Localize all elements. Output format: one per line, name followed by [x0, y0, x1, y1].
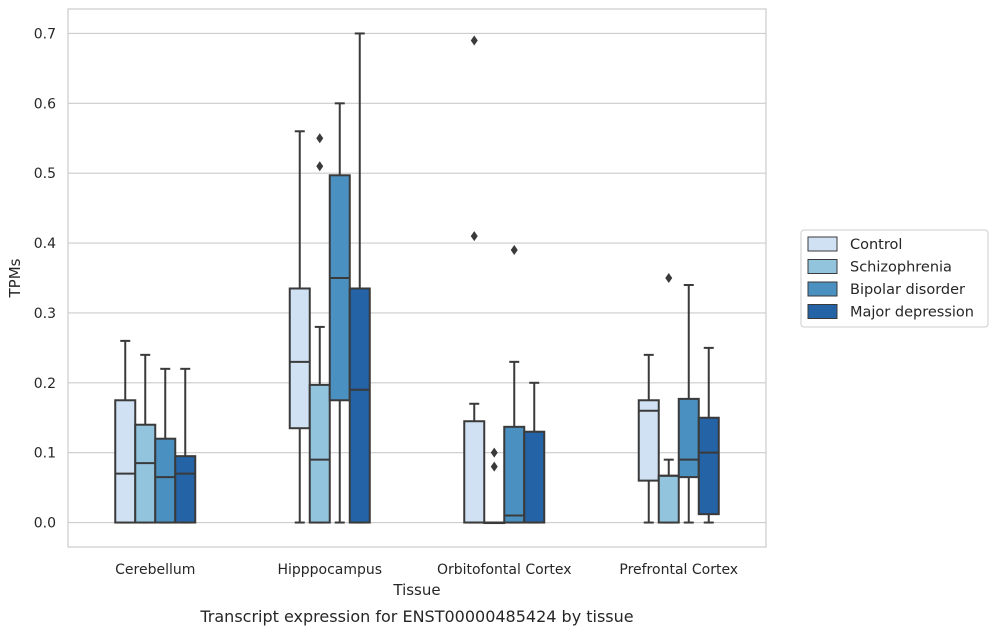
box-2-2: [503, 245, 526, 524]
box-3-1: [348, 32, 371, 524]
box-1-2: [483, 447, 506, 525]
box-2-3: [677, 283, 700, 524]
y-tick-label: 0.0: [34, 516, 56, 532]
y-tick-labels: 0.0 0.1 0.2 0.3 0.4 0.5 0.6 0.7: [34, 26, 56, 531]
box-1-3: [657, 273, 680, 524]
legend-frame: [800, 229, 989, 328]
box-3-2: [523, 381, 546, 524]
box-rect: [677, 397, 700, 479]
box-rect: [463, 420, 486, 524]
y-tick-label: 0.7: [34, 26, 56, 42]
outlier-marker: [470, 231, 478, 242]
y-axis-label: TPMs: [6, 258, 24, 298]
y-tick-label: 0.5: [34, 166, 56, 182]
x-tick-label: Orbitofontal Cortex: [437, 562, 572, 578]
box-rect: [288, 287, 311, 430]
box-rect: [503, 425, 526, 524]
box-2-1: [328, 102, 351, 524]
box-rect: [637, 399, 660, 482]
legend: Control Schizophrenia Bipolar disorder Majo…: [800, 229, 989, 328]
box-1-1: [308, 133, 331, 524]
outlier-marker: [490, 447, 498, 458]
box-rect: [134, 423, 157, 524]
box-rect: [154, 437, 177, 524]
box-0-2: [463, 35, 486, 524]
chart-caption: Transcript expression for ENST0000048542…: [199, 607, 633, 626]
x-tick-label: Hipppocampus: [277, 562, 382, 578]
boxes: [114, 32, 720, 525]
box-2-0: [154, 367, 177, 524]
y-tick-label: 0.6: [34, 96, 56, 112]
outlier-marker: [510, 245, 518, 256]
plot-area-frame: [67, 8, 767, 548]
box-rect: [697, 416, 720, 516]
box-0-3: [637, 353, 660, 524]
outlier-marker: [316, 161, 324, 172]
legend-label: Control: [850, 237, 902, 253]
y-tick-label: 0.3: [34, 306, 56, 322]
legend-label: Bipolar disorder: [850, 282, 965, 298]
box-rect: [328, 174, 351, 402]
box-rect: [174, 455, 197, 524]
legend-swatch: [807, 259, 838, 274]
box-3-0: [174, 367, 197, 524]
y-tick-label: 0.1: [34, 446, 56, 462]
legend-swatch: [807, 304, 838, 319]
outlier-marker: [316, 133, 324, 144]
outlier-marker: [470, 35, 478, 46]
box-rect: [657, 474, 680, 524]
x-tick-label: Cerebellum: [115, 562, 195, 578]
outlier-marker: [665, 273, 673, 283]
x-tick-label: Prefrontal Cortex: [619, 562, 738, 578]
legend-entries: Control Schizophrenia Bipolar disorder Majo…: [807, 236, 974, 321]
box-rect: [348, 287, 371, 524]
legend-label: Major depression: [850, 305, 974, 321]
box-rect: [308, 383, 331, 524]
box-0-1: [288, 130, 311, 524]
box-3-3: [697, 346, 720, 524]
box-1-0: [134, 353, 157, 524]
y-tick-label: 0.2: [34, 376, 56, 392]
box-rect: [114, 399, 137, 524]
box-0-0: [114, 339, 137, 524]
legend-swatch: [807, 281, 838, 297]
legend-swatch: [807, 236, 838, 252]
x-tick-labels: Cerebellum Hipppocampus Orbitofontal Corte…: [115, 562, 738, 578]
x-axis-label: Tissue: [392, 581, 440, 599]
y-tick-label: 0.4: [34, 236, 56, 252]
legend-label: Schizophrenia: [850, 260, 952, 276]
outlier-marker: [490, 461, 498, 472]
box-rect: [523, 430, 546, 524]
